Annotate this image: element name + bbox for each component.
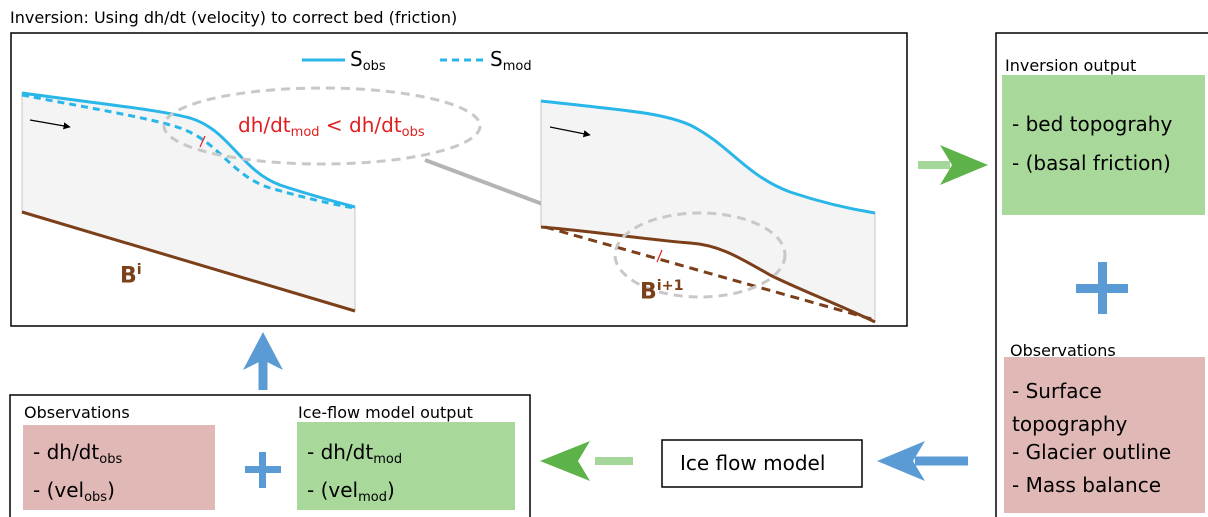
item: - dh/dtmod	[307, 440, 403, 467]
plus	[1076, 262, 1128, 314]
obs-left-box	[23, 425, 215, 510]
box-title: Observations	[1010, 341, 1116, 360]
box-title: Ice-flow model output	[298, 403, 473, 422]
obs-right-box	[1004, 357, 1205, 513]
flow-arrow	[29, 119, 71, 130]
bed-label: Bi+1	[640, 278, 684, 305]
surface-obs	[21, 91, 356, 209]
red-tick-right	[656, 249, 663, 263]
item: - Surface topography	[1012, 379, 1128, 436]
green-arrow-left-head	[540, 441, 590, 481]
inversion-box	[1002, 75, 1205, 215]
model-label: Ice flow model	[680, 451, 826, 475]
ellipse-right	[613, 211, 787, 299]
model-output-box	[297, 422, 515, 510]
red-tick	[199, 135, 206, 148]
legend-label: Smod	[490, 47, 532, 74]
legend-label: Sobs	[350, 47, 386, 74]
annotation: dh/dtmod < dh/dtobs	[238, 113, 425, 140]
green-arrow-head	[940, 145, 988, 185]
box-title: Inversion output	[1005, 56, 1137, 75]
bottom-panel	[9, 394, 531, 517]
model-box	[661, 439, 863, 488]
bed-old	[544, 225, 876, 322]
surface-mod	[21, 93, 356, 210]
item: - (velobs)	[33, 478, 115, 505]
up-arrow-head	[243, 332, 283, 370]
item: - bed topograhy	[1012, 112, 1173, 136]
bed-label: Bi	[120, 262, 142, 289]
item: - (velmod)	[307, 478, 395, 505]
top-panel	[10, 32, 908, 327]
item: - Glacier outline	[1012, 440, 1172, 464]
item: - dh/dtobs	[33, 440, 123, 467]
plus	[245, 452, 281, 488]
item: - Mass balance	[1012, 473, 1162, 497]
ellipse	[162, 86, 482, 166]
surface-right	[540, 99, 876, 215]
bed-new	[540, 225, 876, 324]
flow-arrow-right	[549, 126, 591, 138]
title: Inversion: Using dh/dt (velocity) to cor…	[10, 8, 458, 27]
blue-arrow-head	[877, 441, 925, 481]
bed-left	[21, 210, 356, 313]
box-title: Observations	[24, 403, 130, 422]
item: - (basal friction)	[1012, 151, 1171, 175]
right-panel	[995, 32, 1208, 517]
